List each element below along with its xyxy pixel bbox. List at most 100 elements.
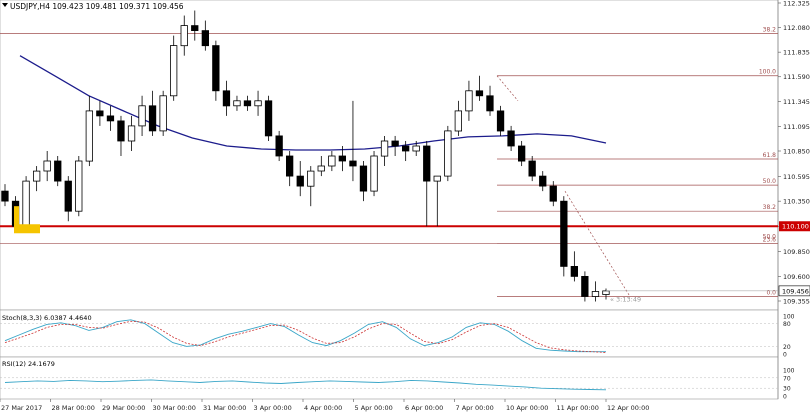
time-axis-label: 5 Apr 00:00 — [355, 404, 393, 412]
symbol-header: USDJPY,H4 109.423 109.481 109.371 109.45… — [2, 2, 184, 11]
fib-label-left: 38.2 — [763, 27, 777, 34]
price-axis: 112.325 112.080 111.835 111.590 111.345 111.0… — [778, 0, 810, 306]
candle-body — [465, 90, 473, 112]
candle-body — [359, 165, 368, 192]
rsi-axis-label: 0 — [783, 394, 787, 401]
candle-body — [307, 170, 315, 187]
candle-body — [370, 155, 378, 192]
candle-body — [328, 155, 336, 167]
support-price-label: 110.100 — [782, 223, 809, 231]
candle-body — [180, 25, 188, 47]
dropdown-triangle-icon[interactable] — [2, 3, 8, 7]
rsi-title: RSI(12) 24.1679 — [2, 360, 55, 368]
candle-body — [454, 110, 463, 132]
time-axis-label: 7 Apr 00:00 — [456, 404, 494, 412]
fib-label: 23.6 — [763, 236, 777, 243]
candle-body — [159, 95, 167, 132]
price-axis-label: 112.325 — [783, 0, 810, 8]
candle-body — [380, 140, 389, 157]
candle-body — [191, 25, 199, 32]
candle-body — [54, 160, 62, 182]
stoch-main-line — [4, 319, 606, 353]
candle-body — [254, 100, 262, 107]
candle-body — [349, 160, 357, 167]
candle-body — [233, 100, 241, 107]
candle-body — [296, 175, 304, 187]
candle-body — [423, 145, 431, 182]
rsi-axis-label: 100 — [783, 368, 795, 375]
price-axis-label: 109.600 — [783, 273, 810, 281]
candle-body — [444, 130, 452, 177]
candle-body — [433, 175, 441, 182]
time-axis-label: 30 Mar 00:00 — [153, 404, 196, 412]
candle-body — [243, 100, 252, 107]
candle-body — [570, 265, 578, 277]
candle-body — [64, 180, 72, 212]
time-axis-label: 12 Apr 00:00 — [607, 404, 649, 412]
candle-body — [1, 190, 9, 202]
time-axis-label: 27 Mar 2017 — [1, 404, 42, 412]
current-price-label: 109.456 — [782, 287, 809, 295]
candle-body — [338, 155, 347, 162]
candle-body — [148, 105, 157, 132]
candle-body — [581, 275, 589, 297]
candle-body — [117, 120, 125, 142]
candle-body — [486, 95, 494, 112]
price-axis-label: 111.835 — [783, 49, 810, 57]
candle-body — [507, 130, 515, 147]
price-axis-label: 111.345 — [783, 98, 810, 106]
stoch-axis-label: 80 — [783, 321, 791, 328]
fib-label-extra: 50.0 — [763, 233, 777, 240]
time-axis-label: 10 Apr 00:00 — [506, 404, 548, 412]
highlight-box-bar — [14, 206, 19, 227]
candle-body — [96, 110, 104, 117]
price-axis-label: 110.595 — [783, 173, 810, 181]
candle-body — [85, 110, 93, 162]
rsi-axis-label: 30 — [783, 386, 791, 393]
stochastic-pane[interactable] — [0, 309, 779, 358]
fib-label: 61.8 — [763, 152, 777, 159]
candle-body — [528, 160, 536, 177]
overlay-layer: « 3:13:49 — [14, 75, 778, 303]
time-axis-label: 3 Apr 00:00 — [254, 404, 292, 412]
price-axis-label: 110.350 — [783, 198, 810, 206]
fib-label: 38.2 — [763, 204, 777, 211]
candle-body — [222, 90, 231, 107]
candle-body — [539, 175, 547, 187]
candle-body — [22, 180, 30, 227]
candle-body — [496, 110, 505, 132]
projection-line-top — [496, 75, 519, 102]
candle-body — [591, 291, 600, 297]
candle-body — [285, 155, 294, 177]
stoch-axis-label: 20 — [783, 344, 791, 351]
price-axis-label: 109.355 — [783, 298, 810, 306]
candle-body — [138, 105, 146, 127]
fib-label: 0.0 — [766, 289, 776, 296]
stochastic-title: Stoch(8,3,3) 6.0387 4.4640 — [2, 314, 92, 322]
time-axis: 27 Mar 2017 28 Mar 00:00 29 Mar 00:00 30 Ma… — [0, 399, 649, 412]
candle-body — [475, 90, 484, 97]
price-axis-label: 109.850 — [783, 248, 810, 256]
candle-body — [317, 165, 325, 172]
candle-body — [212, 45, 220, 92]
candle-body — [169, 45, 178, 97]
rsi-line — [4, 379, 607, 391]
price-axis-label: 111.095 — [783, 123, 810, 131]
main-price-pane[interactable] — [0, 0, 779, 311]
candle-body — [560, 200, 568, 267]
candle-body — [264, 100, 273, 137]
candle-body — [401, 145, 410, 152]
support-price-box — [779, 221, 810, 232]
candle-body — [127, 125, 136, 142]
candle-body — [106, 115, 115, 122]
candle-body — [33, 170, 41, 182]
time-axis-label: 11 Apr 00:00 — [557, 404, 599, 412]
candle-body — [201, 30, 210, 47]
highlight-box — [14, 224, 40, 234]
price-axis-label: 110.850 — [783, 147, 810, 155]
fib-label: 50.0 — [763, 178, 777, 185]
stoch-axis-label: 0 — [783, 352, 787, 359]
time-axis-label: 6 Apr 00:00 — [405, 404, 443, 412]
